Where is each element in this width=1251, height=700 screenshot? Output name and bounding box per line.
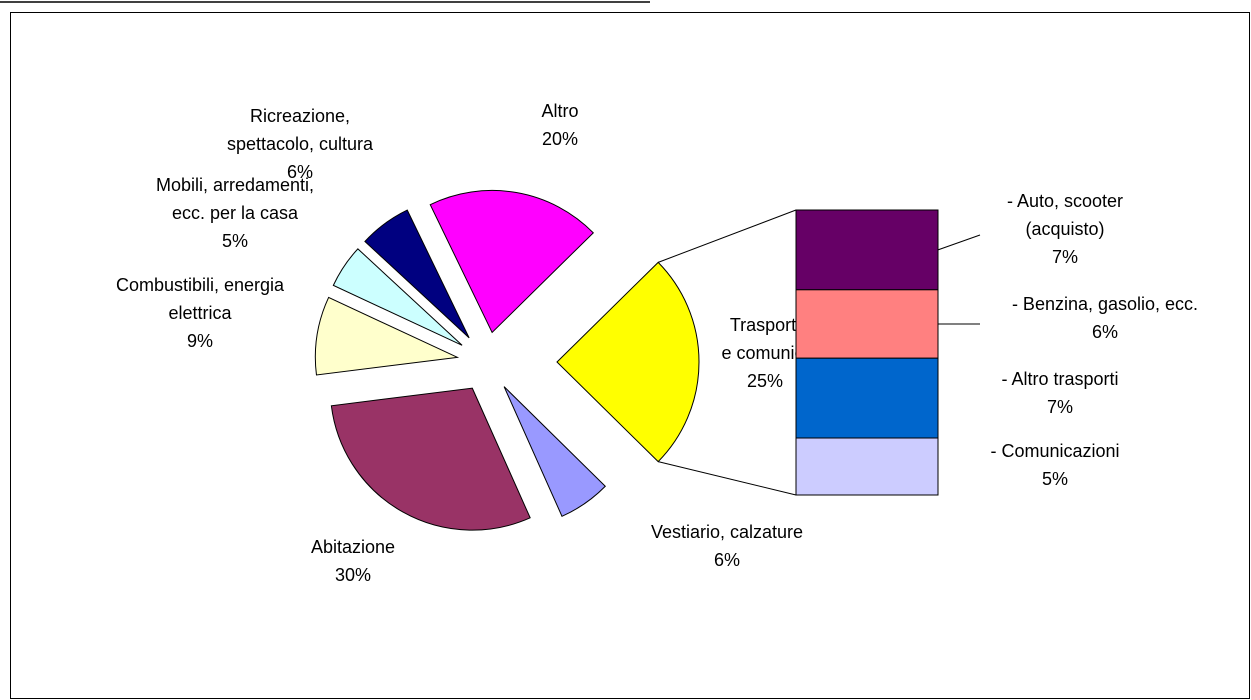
connector-line [658, 461, 797, 496]
pie-slice [364, 209, 470, 339]
bar-label: - Benzina, gasolio, ecc. [1012, 294, 1198, 314]
slice-value-label: 20% [542, 129, 578, 149]
slice-value-label: 30% [335, 565, 371, 585]
slice-value-label: 5% [222, 231, 248, 251]
pie-slice [314, 296, 460, 376]
bar-segment [795, 437, 939, 496]
bar-label: - Altro trasporti [1001, 369, 1118, 389]
bar-value-label: 6% [1092, 322, 1118, 342]
pie-slice [429, 190, 595, 334]
slice-value-label: 6% [714, 550, 740, 570]
bar-value-label: 7% [1047, 397, 1073, 417]
slice-label: Vestiario, calzature [651, 522, 803, 542]
pie-slice [332, 248, 463, 346]
slice-label: Mobili, arredamenti, ecc. per la casa [156, 175, 314, 223]
slice-value-label: 6% [287, 162, 313, 182]
connector-line [658, 209, 797, 263]
slice-label: Ricreazione, spettacolo, cultura [227, 106, 374, 154]
pie-slice [330, 387, 531, 531]
bar-value-label: 7% [1052, 247, 1078, 267]
bar-value-label: 5% [1042, 469, 1068, 489]
bar-label: - Comunicazioni [990, 441, 1119, 461]
slice-label: Combustibili, energia elettrica [116, 275, 285, 323]
slice-label: Abitazione [311, 537, 395, 557]
chart-border [10, 12, 1250, 699]
pie-slice [556, 261, 700, 463]
leader-line [937, 234, 981, 251]
slice-label: Trasporti e comunic. [721, 315, 808, 363]
slice-label: Altro [541, 101, 578, 121]
bar-label: - Auto, scooter (acquisto) [1007, 191, 1123, 239]
bar-segment [795, 289, 939, 359]
bar-segment [795, 357, 939, 439]
slice-value-label: 9% [187, 331, 213, 351]
pie-slice [503, 386, 606, 517]
bar-segment [795, 209, 939, 291]
slice-value-label: 25% [747, 371, 783, 391]
